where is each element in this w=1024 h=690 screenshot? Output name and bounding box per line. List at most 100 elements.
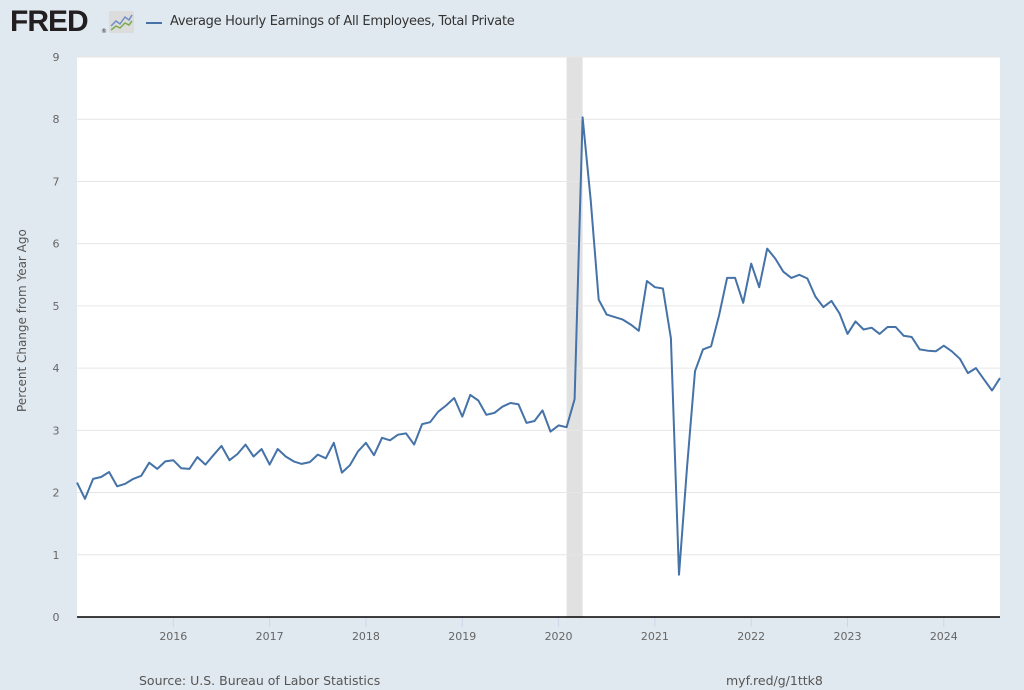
data-point[interactable] (877, 331, 882, 336)
data-point[interactable] (604, 312, 609, 317)
data-point[interactable] (981, 377, 986, 382)
data-point[interactable] (436, 409, 441, 414)
data-point[interactable] (355, 449, 360, 454)
data-point[interactable] (853, 319, 858, 324)
data-point[interactable] (893, 325, 898, 330)
data-point[interactable] (660, 286, 665, 291)
data-point[interactable] (484, 412, 489, 417)
data-point[interactable] (388, 438, 393, 443)
data-point[interactable] (452, 395, 457, 400)
data-point[interactable] (989, 388, 994, 393)
data-point[interactable] (797, 272, 802, 277)
data-point[interactable] (965, 371, 970, 376)
data-point[interactable] (813, 294, 818, 299)
data-point[interactable] (693, 369, 698, 374)
data-point[interactable] (147, 460, 152, 465)
data-point[interactable] (428, 420, 433, 425)
data-point[interactable] (460, 414, 465, 419)
data-point[interactable] (917, 347, 922, 352)
data-point[interactable] (123, 481, 128, 486)
data-point[interactable] (540, 408, 545, 413)
data-point[interactable] (933, 349, 938, 354)
data-point[interactable] (363, 440, 368, 445)
data-point[interactable] (957, 356, 962, 361)
data-point[interactable] (998, 376, 1003, 381)
data-point[interactable] (315, 452, 320, 457)
data-point[interactable] (652, 285, 657, 290)
data-point[interactable] (572, 397, 577, 402)
data-point[interactable] (379, 435, 384, 440)
data-point[interactable] (676, 572, 681, 577)
data-point[interactable] (444, 403, 449, 408)
data-point[interactable] (516, 402, 521, 407)
short-url-link[interactable]: myf.red/g/1ttk8 (726, 673, 823, 688)
data-point[interactable] (789, 275, 794, 280)
data-point[interactable] (973, 366, 978, 371)
data-point[interactable] (195, 455, 200, 460)
data-point[interactable] (628, 322, 633, 327)
series-line[interactable] (76, 116, 1001, 576)
data-point[interactable] (709, 344, 714, 349)
data-point[interactable] (468, 392, 473, 397)
data-point[interactable] (476, 398, 481, 403)
data-point[interactable] (99, 475, 104, 480)
data-point[interactable] (412, 442, 417, 447)
data-point[interactable] (596, 297, 601, 302)
data-point[interactable] (620, 317, 625, 322)
data-point[interactable] (371, 453, 376, 458)
data-point[interactable] (837, 311, 842, 316)
data-point[interactable] (235, 451, 240, 456)
data-point[interactable] (331, 440, 336, 445)
data-point[interactable] (684, 465, 689, 470)
data-point[interactable] (107, 470, 112, 475)
data-point[interactable] (267, 462, 272, 467)
data-point[interactable] (347, 463, 352, 468)
data-point[interactable] (532, 419, 537, 424)
data-point[interactable] (307, 460, 312, 465)
data-point[interactable] (701, 347, 706, 352)
data-point[interactable] (901, 333, 906, 338)
data-point[interactable] (580, 115, 585, 120)
data-point[interactable] (725, 275, 730, 280)
data-point[interactable] (909, 335, 914, 340)
data-point[interactable] (227, 458, 232, 463)
data-point[interactable] (805, 276, 810, 281)
data-point[interactable] (203, 462, 208, 467)
data-point[interactable] (588, 198, 593, 203)
data-point[interactable] (741, 300, 746, 305)
data-point[interactable] (508, 400, 513, 405)
data-point[interactable] (757, 285, 762, 290)
data-point[interactable] (861, 327, 866, 332)
data-point[interactable] (765, 246, 770, 251)
data-point[interactable] (131, 476, 136, 481)
data-point[interactable] (91, 476, 96, 481)
data-point[interactable] (291, 459, 296, 464)
data-point[interactable] (733, 275, 738, 280)
data-point[interactable] (636, 328, 641, 333)
data-point[interactable] (668, 336, 673, 341)
fred-logo[interactable]: FRED (10, 5, 89, 38)
data-point[interactable] (548, 429, 553, 434)
data-point[interactable] (644, 279, 649, 284)
data-point[interactable] (139, 473, 144, 478)
data-point[interactable] (524, 420, 529, 425)
data-point[interactable] (420, 422, 425, 427)
data-point[interactable] (75, 480, 80, 485)
data-point[interactable] (845, 331, 850, 336)
data-point[interactable] (211, 453, 216, 458)
data-point[interactable] (396, 432, 401, 437)
data-point[interactable] (243, 442, 248, 447)
data-point[interactable] (885, 325, 890, 330)
data-point[interactable] (83, 496, 88, 501)
data-point[interactable] (163, 459, 168, 464)
data-point[interactable] (275, 447, 280, 452)
data-point[interactable] (500, 404, 505, 409)
data-point[interactable] (251, 454, 256, 459)
data-point[interactable] (299, 461, 304, 466)
data-point[interactable] (821, 305, 826, 310)
data-point[interactable] (781, 269, 786, 274)
data-point[interactable] (829, 298, 834, 303)
data-point[interactable] (492, 410, 497, 415)
data-point[interactable] (556, 423, 561, 428)
data-point[interactable] (925, 348, 930, 353)
